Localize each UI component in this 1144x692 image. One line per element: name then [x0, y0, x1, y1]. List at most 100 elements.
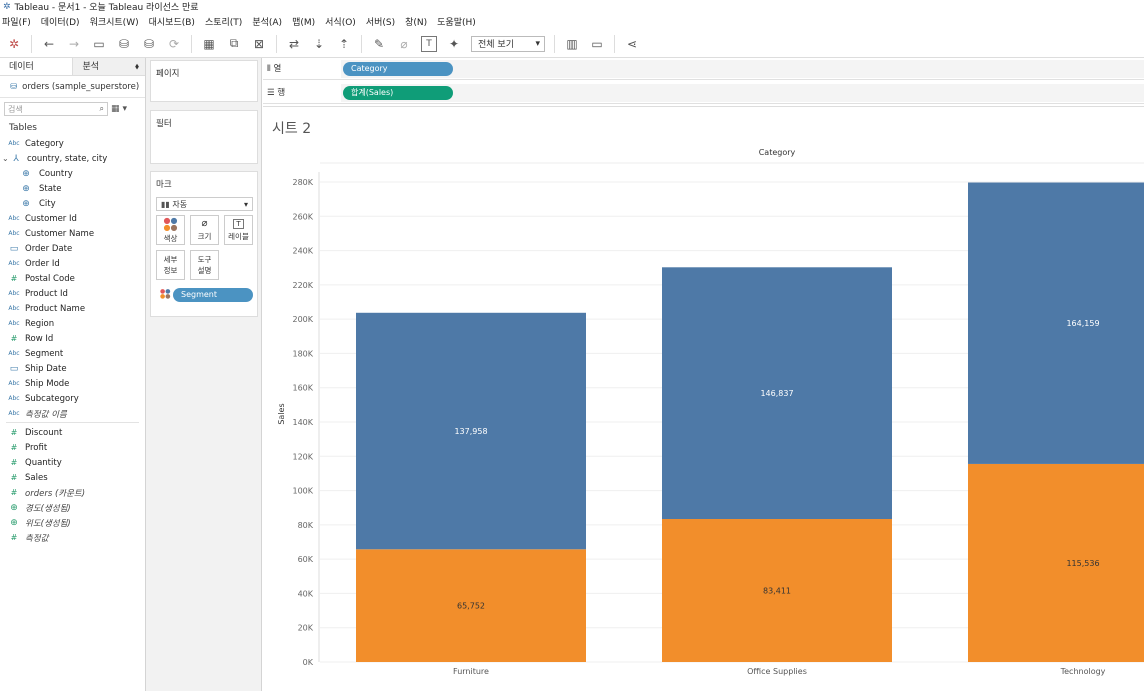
field-item[interactable]: Abc Order Id — [0, 256, 145, 271]
y-tick-label: 220K — [292, 281, 313, 290]
menu-story[interactable]: 스토리(T) — [204, 18, 243, 28]
sort-descending-icon[interactable]: ⇡ — [338, 36, 350, 51]
columns-drop-area[interactable]: Category — [341, 60, 1144, 78]
field-item[interactable]: Abc Ship Mode — [0, 376, 145, 391]
label-button[interactable]: T 레이블 — [224, 215, 253, 245]
menu-data[interactable]: 데이터(D) — [40, 18, 80, 28]
bar-data-label: 83,411 — [763, 587, 791, 596]
field-item[interactable]: # Row Id — [0, 331, 145, 346]
field-item[interactable]: Abc Segment — [0, 346, 145, 361]
swap-rows-columns-icon[interactable]: ⇄ — [288, 36, 300, 51]
field-item[interactable]: Abc 측정값 이름 — [0, 406, 145, 421]
redo-icon[interactable]: → — [68, 36, 80, 51]
tab-analysis[interactable]: 분석 ⬧ — [72, 58, 145, 75]
string-type-icon: Abc — [8, 140, 20, 147]
field-label: 경도(생성됨) — [25, 503, 71, 514]
segment-color-pill[interactable]: Segment — [173, 288, 253, 302]
chevron-down-icon[interactable]: ⌄ — [2, 154, 9, 163]
field-item[interactable]: ⌄ ⅄ country, state, city — [0, 151, 145, 166]
dropdown-arrow-icon[interactable]: ▾ — [122, 104, 128, 114]
field-item[interactable]: Abc Category — [0, 136, 145, 151]
field-item[interactable]: # Postal Code — [0, 271, 145, 286]
field-item[interactable]: ⊕ City — [0, 196, 145, 211]
field-label: Product Name — [25, 303, 86, 314]
field-item[interactable]: # Profit — [0, 440, 145, 455]
field-item[interactable]: Abc Region — [0, 316, 145, 331]
field-item[interactable]: Abc Customer Id — [0, 211, 145, 226]
field-item[interactable]: ⊕ 위도(생성됨) — [0, 515, 145, 530]
menu-window[interactable]: 창(N) — [405, 18, 428, 28]
show-labels-icon[interactable]: T — [421, 35, 437, 52]
field-item[interactable]: ▭ Ship Date — [0, 361, 145, 376]
bar-segment — [968, 463, 1144, 662]
menu-map[interactable]: 맵(M) — [292, 18, 316, 28]
category-column-pill[interactable]: Category — [343, 62, 453, 76]
y-tick-label: 40K — [298, 589, 314, 598]
field-item[interactable]: Abc Customer Name — [0, 226, 145, 241]
pages-title: 페이지 — [156, 69, 180, 79]
pages-card[interactable]: 페이지 — [150, 60, 258, 102]
view-toggle-icon[interactable]: ▦ — [111, 104, 120, 114]
field-label: Order Date — [25, 243, 73, 254]
new-worksheet-icon[interactable]: ▦ — [203, 36, 215, 51]
field-item[interactable]: Abc Product Id — [0, 286, 145, 301]
menu-server[interactable]: 서버(S) — [365, 18, 396, 28]
size-button[interactable]: ⌀ 크기 — [190, 215, 219, 245]
group-members-icon[interactable]: ⌀ — [400, 36, 408, 51]
field-item[interactable]: ▭ Order Date — [0, 241, 145, 256]
presentation-mode-icon[interactable]: ▭ — [591, 36, 603, 51]
sort-ascending-icon[interactable]: ⇣ — [313, 36, 325, 51]
highlight-icon[interactable]: ✎ — [373, 36, 385, 51]
tableau-home-icon[interactable]: ✲ — [8, 36, 20, 51]
number-type-icon: # — [10, 458, 18, 467]
field-item[interactable]: ⊕ Country — [0, 166, 145, 181]
worksheet-view[interactable]: 시트 2 Category 0K 20K 40K 60K 80K 100K 120K 140K 1… — [263, 106, 1144, 691]
undo-icon[interactable]: ← — [43, 36, 55, 51]
refresh-icon[interactable]: ⟳ — [168, 36, 180, 51]
search-input[interactable]: 검색 ⌕ — [4, 102, 108, 116]
menu-dashboard[interactable]: 대시보드(B) — [148, 18, 195, 28]
stacked-bar-chart[interactable]: Category 0K 20K 40K 60K 80K 100K 120K 140K 160K 18… — [263, 107, 1144, 692]
pin-axes-icon[interactable]: ✦ — [448, 36, 460, 51]
filters-card[interactable]: 필터 — [150, 110, 258, 164]
new-datasource-icon[interactable]: ⛁ — [118, 36, 130, 51]
y-tick-label: 100K — [292, 487, 313, 496]
fit-view-value: 전체 보기 — [478, 40, 514, 50]
pause-updates-icon[interactable]: ⛁ — [143, 36, 155, 51]
field-item[interactable]: # orders (카운트) — [0, 485, 145, 500]
mark-type-select[interactable]: ▮▮ 자동 ▾ — [156, 197, 253, 211]
detail-button[interactable]: 세부 정보 — [156, 250, 185, 280]
menu-worksheet[interactable]: 워크시트(W) — [89, 18, 139, 28]
duplicate-sheet-icon[interactable]: ⧉ — [229, 36, 239, 50]
field-label: State — [39, 183, 62, 194]
y-tick-label: 200K — [292, 315, 313, 324]
field-item[interactable]: # 측정값 — [0, 530, 145, 545]
menu-file[interactable]: 파일(F) — [2, 18, 31, 28]
datasource-item[interactable]: ⛁ orders (sample_superstore) — [0, 76, 145, 98]
save-icon[interactable]: ▭ — [93, 36, 105, 51]
tooltip-button[interactable]: 도구 설명 — [190, 250, 219, 280]
field-item[interactable]: # Quantity — [0, 455, 145, 470]
field-item[interactable]: ⊕ State — [0, 181, 145, 196]
field-item[interactable]: Abc Subcategory — [0, 391, 145, 406]
menu-help[interactable]: 도움말(H) — [437, 18, 476, 28]
rows-drop-area[interactable]: 합계(Sales) — [341, 84, 1144, 102]
bar-data-label: 137,958 — [454, 427, 487, 436]
field-item[interactable]: Abc Product Name — [0, 301, 145, 316]
field-item[interactable]: ⊕ 경도(생성됨) — [0, 500, 145, 515]
field-item[interactable]: # Discount — [0, 425, 145, 440]
rows-shelf-label: ☰ 행 — [267, 86, 285, 98]
sum-sales-row-pill[interactable]: 합계(Sales) — [343, 86, 453, 100]
measures-divider — [6, 422, 139, 423]
tab-data[interactable]: 데이터 — [0, 58, 73, 75]
fit-view-select[interactable]: 전체 보기 ▾ — [471, 35, 545, 52]
show-cards-icon[interactable]: ▥ — [566, 36, 578, 51]
share-icon[interactable]: ⋖ — [626, 36, 638, 51]
globe-icon: ⊕ — [10, 517, 18, 528]
menu-analysis[interactable]: 분석(A) — [252, 18, 283, 28]
menu-format[interactable]: 서식(O) — [325, 18, 356, 28]
color-button[interactable]: ●● ●● 색상 — [156, 215, 185, 245]
clear-sheet-icon[interactable]: ⊠ — [253, 36, 265, 51]
field-item[interactable]: # Sales — [0, 470, 145, 485]
field-label: Customer Name — [25, 228, 95, 239]
